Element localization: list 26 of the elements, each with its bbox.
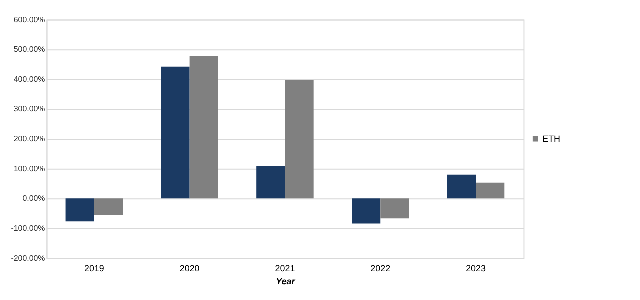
y-tick-label: -200.00% [11, 254, 46, 263]
x-tick-label: 2023 [466, 264, 486, 274]
y-tick-label: -100.00% [11, 224, 46, 233]
bar [476, 182, 505, 199]
bar [352, 198, 381, 224]
bar [66, 198, 94, 222]
y-tick-label: 400.00% [14, 74, 46, 84]
x-tick-label: 2021 [275, 264, 296, 274]
y-tick-label: 500.00% [14, 45, 46, 54]
x-axis-title: Year [276, 276, 296, 287]
bar [447, 174, 476, 199]
bar [94, 198, 124, 216]
y-tick-label: 200.00% [14, 134, 46, 144]
bar [190, 56, 218, 199]
y-tick-label: 600.00% [14, 15, 46, 24]
x-tick-label: 2022 [370, 264, 391, 274]
legend-label: ETH [542, 134, 560, 144]
bar [256, 166, 286, 199]
bar [161, 66, 190, 199]
y-tick-label: 300.00% [14, 104, 46, 114]
bar [285, 80, 314, 199]
bar [380, 198, 410, 219]
x-tick-label: 2019 [84, 264, 104, 274]
x-tick-label: 2020 [180, 264, 200, 274]
y-tick-label: 100.00% [14, 164, 46, 174]
y-tick-label: 0.00% [22, 194, 46, 204]
